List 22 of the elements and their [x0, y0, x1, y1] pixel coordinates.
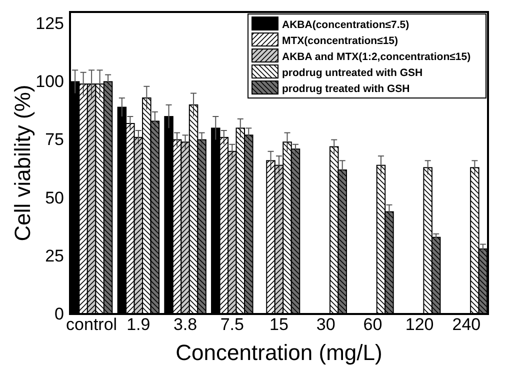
x-tick-label: 120: [405, 315, 434, 334]
x-axis-title: Concentration (mg/L): [176, 340, 382, 365]
y-tick-label: 0: [54, 304, 64, 324]
legend-label: AKBA(concentration≤7.5): [282, 19, 410, 31]
x-tick-label: 1.9: [126, 315, 150, 334]
y-tick-label: 100: [36, 72, 64, 92]
legend-label: MTX(concentration≤15): [282, 35, 398, 47]
legend-label: prodrug untreated with GSH: [282, 67, 423, 79]
x-tick-label: 240: [452, 315, 481, 334]
y-tick-label: 50: [45, 188, 64, 208]
x-tick-label: 60: [363, 315, 382, 334]
legend-label: AKBA and MTX(1:2,concentration≤15): [282, 51, 471, 63]
x-tick-label: 30: [316, 315, 336, 334]
legend-label: prodrug treated with GSH: [282, 83, 410, 95]
y-tick-label: 75: [45, 130, 64, 150]
x-tick-label: 3.8: [173, 315, 198, 334]
x-tick-label: control: [66, 315, 118, 334]
y-tick-label: 25: [45, 246, 64, 266]
x-tick-label: 7.5: [220, 315, 244, 334]
y-axis-title: Cell viability (%): [10, 84, 35, 242]
x-tick-label: 15: [270, 315, 288, 334]
y-tick-label: 125: [36, 14, 64, 34]
